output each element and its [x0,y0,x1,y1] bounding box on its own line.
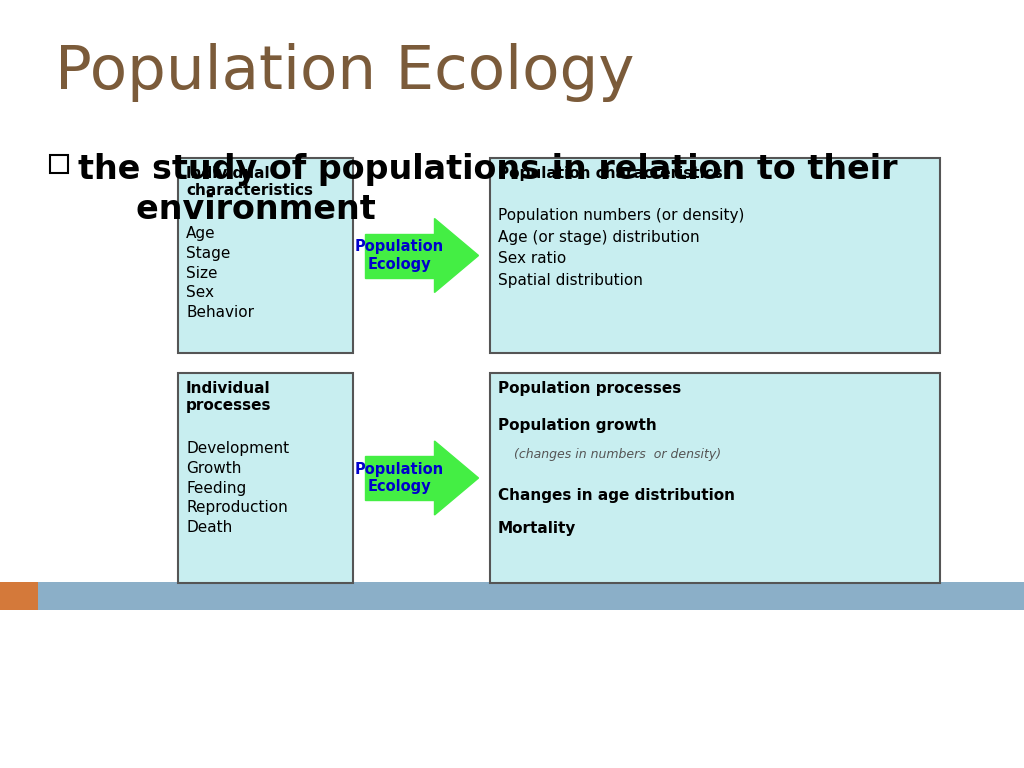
Text: Age
Stage
Size
Sex
Behavior: Age Stage Size Sex Behavior [186,226,254,320]
Text: Individual
processes: Individual processes [186,381,271,413]
Text: Population Ecology: Population Ecology [55,43,635,102]
Text: Development
Growth
Feeding
Reproduction
Death: Development Growth Feeding Reproduction … [186,441,289,535]
Text: Population growth: Population growth [498,418,656,433]
Text: Mortality: Mortality [498,521,577,536]
Bar [178,373,353,583]
Bar [50,155,68,173]
Bar [365,456,434,500]
Bar [490,373,940,583]
Bar [38,582,1024,610]
Text: Population
Ecology: Population Ecology [355,462,444,494]
Polygon shape [434,219,478,293]
Text: Population characteristics: Population characteristics [498,166,723,181]
Text: (changes in numbers  or density): (changes in numbers or density) [498,448,721,461]
Bar [178,158,353,353]
Bar [365,233,434,277]
Bar [0,582,38,610]
Text: the study of populations in relation to their: the study of populations in relation to … [78,153,897,186]
Text: Population processes: Population processes [498,381,681,396]
Text: Population numbers (or density)
Age (or stage) distribution
Sex ratio
Spatial di: Population numbers (or density) Age (or … [498,208,744,288]
Text: Individual
characteristics: Individual characteristics [186,166,313,198]
Text: Population
Ecology: Population Ecology [355,240,444,272]
Text: environment: environment [78,193,376,226]
Bar [490,158,940,353]
Polygon shape [434,441,478,515]
Text: Changes in age distribution: Changes in age distribution [498,488,735,503]
